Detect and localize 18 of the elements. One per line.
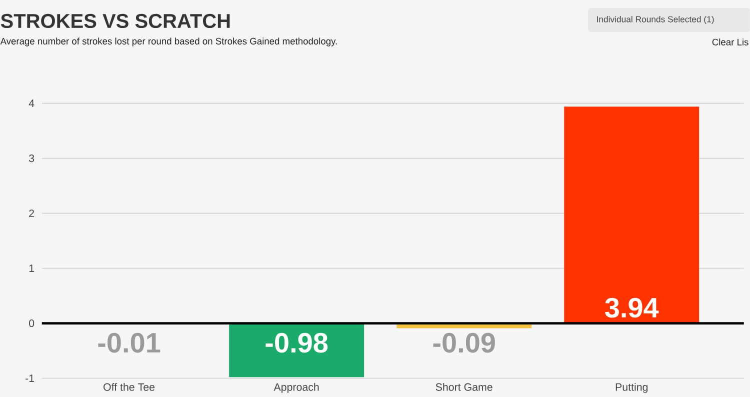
y-tick-label: 1 xyxy=(29,264,34,272)
y-tick-label: 4 xyxy=(28,99,34,107)
chart-title: STROKES VS SCRATCH xyxy=(0,14,230,28)
x-tick-label: Approach xyxy=(274,382,319,393)
chart-subtitle: Average number of strokes lost per round based on Strokes Gained methodology. xyxy=(0,37,337,46)
text: Clear Lis xyxy=(712,38,748,46)
y-tick-label: 0 xyxy=(29,319,34,327)
data-label: -0.09 xyxy=(433,332,495,353)
x-tick-label: Short Game xyxy=(436,382,492,391)
y-tick-label: 3 xyxy=(28,154,34,162)
y-tick-label: 2 xyxy=(29,209,34,217)
x-tick-label: Putting xyxy=(616,382,648,393)
data-label: -0.98 xyxy=(266,332,328,353)
data-label: -0.01 xyxy=(98,332,160,353)
x-tick-label: Off the Tee xyxy=(104,382,155,391)
data-label: 3.94 xyxy=(605,298,659,318)
text: Individual Rounds Selected (1) xyxy=(597,16,714,24)
y-tick-label: -1 xyxy=(26,374,34,382)
